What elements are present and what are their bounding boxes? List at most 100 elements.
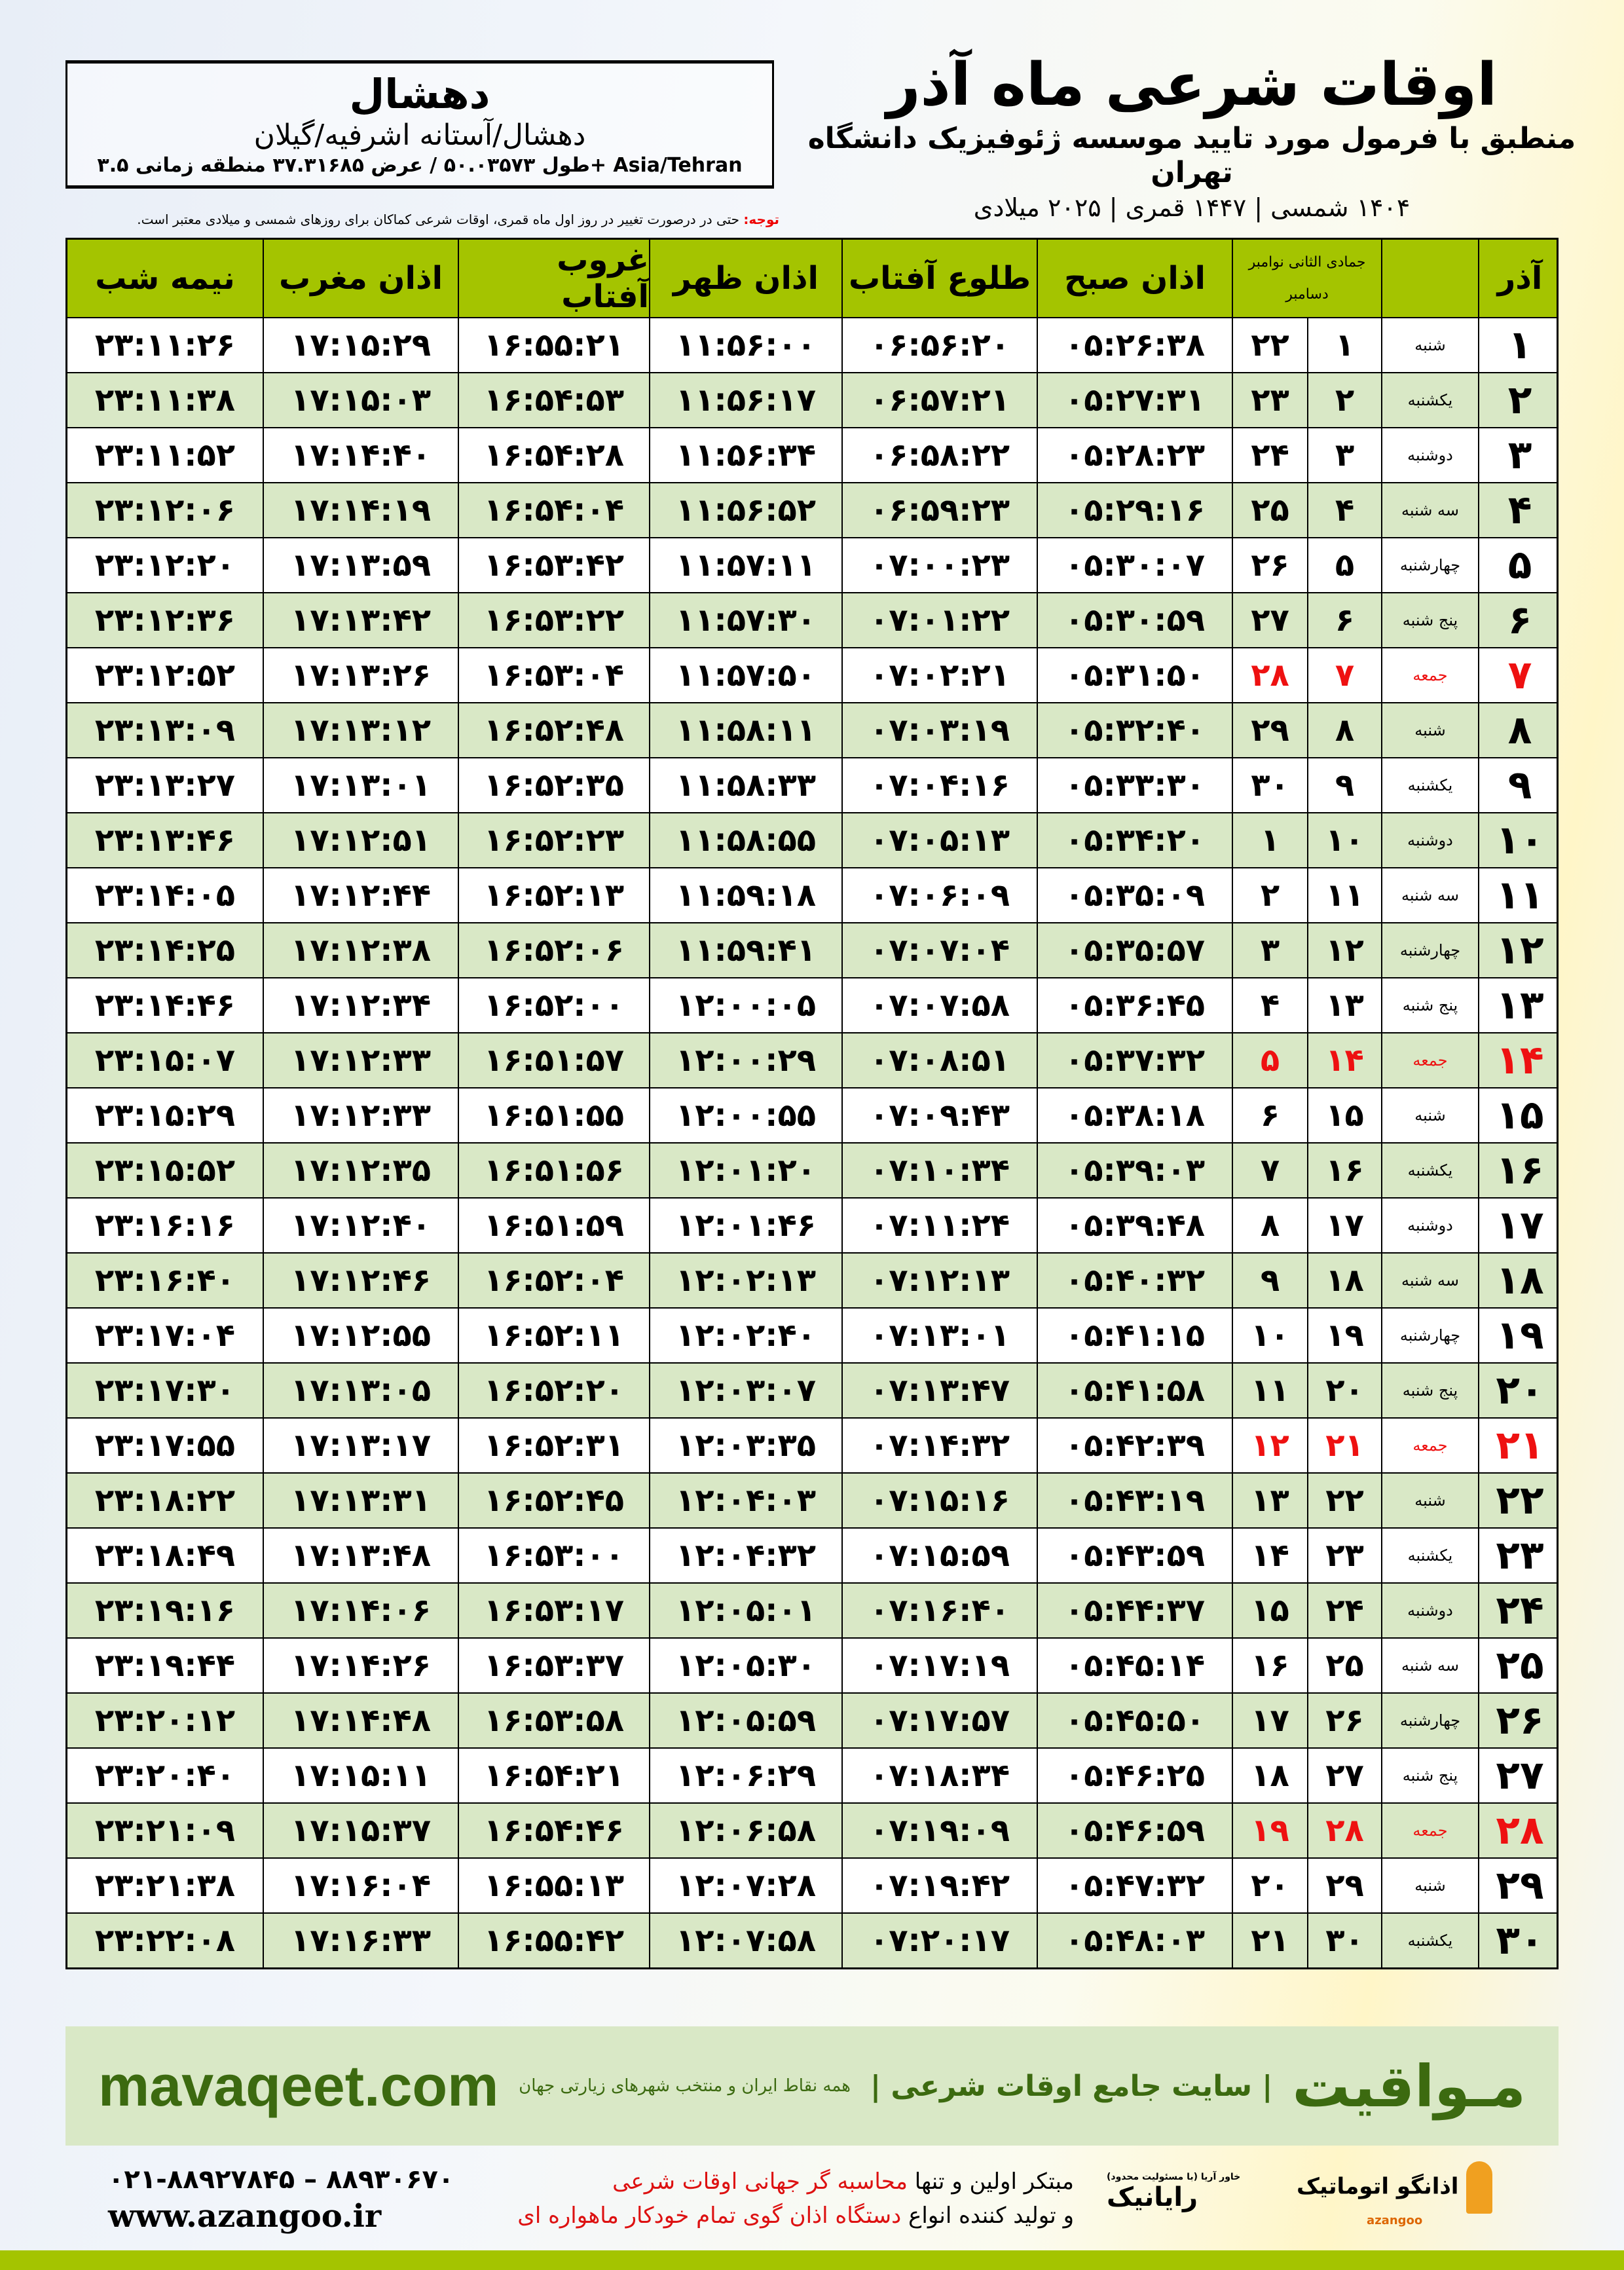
cell-sunset: ۱۶:۵۳:۱۷ xyxy=(458,1584,649,1637)
cell-azar-day: ۱۸ xyxy=(1478,1254,1560,1307)
cell-dhuhr: ۱۲:۰۰:۰۵ xyxy=(649,978,841,1032)
cell-sunset: ۱۶:۵۳:۲۲ xyxy=(458,593,649,647)
cell-dec-day: ۳۰ xyxy=(1232,758,1307,812)
cell-maghrib: ۱۷:۱۲:۳۴ xyxy=(263,978,458,1032)
cell-hijri-day: ۱۳ xyxy=(1307,978,1381,1032)
cell-hijri-day: ۲۳ xyxy=(1307,1529,1381,1582)
cell-sunrise: ۰۷:۰۶:۰۹ xyxy=(841,868,1037,922)
cell-dec-day: ۲۵ xyxy=(1232,483,1307,537)
cell-sunset: ۱۶:۵۲:۲۰ xyxy=(458,1364,649,1417)
table-row: ۲۳:۱۱:۵۲ ۱۷:۱۴:۴۰ ۱۶:۵۴:۲۸ ۱۱:۵۶:۳۴ ۰۶:۵۸:۲۲… xyxy=(67,427,1557,482)
table-row: ۲۳:۱۳:۰۹ ۱۷:۱۳:۱۲ ۱۶:۵۲:۴۸ ۱۱:۵۸:۱۱ ۰۷:۰۳:۱۹… xyxy=(67,702,1557,757)
cell-hijri-day: ۱۰ xyxy=(1307,813,1381,867)
cell-dhuhr: ۱۱:۵۷:۵۰ xyxy=(649,648,841,702)
cell-hijri-day: ۴ xyxy=(1307,483,1381,537)
bottom-bar xyxy=(0,2250,1624,2270)
cell-fajr: ۰۵:۳۳:۳۰ xyxy=(1037,758,1232,812)
azangoo-url[interactable]: www.azangoo.ir xyxy=(108,2198,382,2235)
cell-fajr: ۰۵:۲۶:۳۸ xyxy=(1037,318,1232,372)
cell-midnight: ۲۳:۱۲:۳۶ xyxy=(94,602,236,639)
table-row: ۲۳:۱۶:۱۶ ۱۷:۱۲:۴۰ ۱۶:۵۱:۵۹ ۱۲:۰۱:۴۶ ۰۷:۱۱:۲۴… xyxy=(67,1197,1557,1252)
cell-dec-day: ۱۸ xyxy=(1232,1749,1307,1802)
cell-sunrise: ۰۷:۰۹:۴۳ xyxy=(841,1088,1037,1142)
cell-hijri-day: ۲۶ xyxy=(1307,1694,1381,1747)
cell-midnight: ۲۳:۱۹:۴۴ xyxy=(94,1647,236,1684)
table-row: ۲۳:۱۵:۵۲ ۱۷:۱۲:۳۵ ۱۶:۵۱:۵۶ ۱۲:۰۱:۲۰ ۰۷:۱۰:۳۴… xyxy=(67,1142,1557,1197)
cell-dec-day: ۲ xyxy=(1232,868,1307,922)
table-row: ۲۳:۱۴:۴۶ ۱۷:۱۲:۳۴ ۱۶:۵۲:۰۰ ۱۲:۰۰:۰۵ ۰۷:۰۷:۵۸… xyxy=(67,977,1557,1032)
cell-dhuhr: ۱۱:۵۶:۳۴ xyxy=(649,428,841,482)
cell-weekday: سه شنبه xyxy=(1381,483,1478,537)
cell-dhuhr: ۱۲:۰۶:۵۸ xyxy=(649,1804,841,1857)
cell-dec-day: ۲۴ xyxy=(1232,428,1307,482)
cell-weekday: سه شنبه xyxy=(1381,1254,1478,1307)
cell-dhuhr: ۱۱:۵۸:۳۳ xyxy=(649,758,841,812)
cell-dec-day: ۱۹ xyxy=(1232,1804,1307,1857)
mavaqeet-banner: mavaqeet.com همه نقاط ایران و منتخب شهره… xyxy=(65,2026,1559,2146)
cell-maghrib: ۱۷:۱۴:۱۹ xyxy=(263,483,458,537)
cell-azar-day: ۱۹ xyxy=(1478,1309,1560,1362)
cell-midnight: ۲۳:۱۷:۵۵ xyxy=(94,1427,236,1464)
cell-midnight: ۲۳:۱۳:۰۹ xyxy=(94,712,236,749)
cell-sunrise: ۰۷:۱۳:۴۷ xyxy=(841,1364,1037,1417)
cell-hijri-day: ۷ xyxy=(1307,648,1381,702)
cell-sunset: ۱۶:۵۴:۲۱ xyxy=(458,1749,649,1802)
cell-hijri-day: ۲۲ xyxy=(1307,1474,1381,1527)
cell-azar-day: ۲۱ xyxy=(1478,1419,1560,1472)
cell-dhuhr: ۱۱:۵۷:۱۱ xyxy=(649,538,841,592)
cell-maghrib: ۱۷:۱۴:۲۶ xyxy=(263,1639,458,1692)
cell-weekday: جمعه xyxy=(1381,1033,1478,1087)
cell-hijri-day: ۲۴ xyxy=(1307,1584,1381,1637)
cell-dhuhr: ۱۱:۵۶:۰۰ xyxy=(649,318,841,372)
header-maghrib: اذان مغرب xyxy=(263,240,458,317)
cell-dec-day: ۷ xyxy=(1232,1144,1307,1197)
cell-fajr: ۰۵:۴۰:۳۲ xyxy=(1037,1254,1232,1307)
header-fajr: اذان صبح xyxy=(1037,240,1232,317)
cell-azar-day: ۱۵ xyxy=(1478,1088,1560,1142)
cell-dhuhr: ۱۲:۰۴:۳۲ xyxy=(649,1529,841,1582)
cell-hijri-day: ۲ xyxy=(1307,373,1381,427)
cell-dec-day: ۸ xyxy=(1232,1199,1307,1252)
header-hijri: جمادی الثانی نوامبر xyxy=(1248,254,1366,270)
cell-hijri-day: ۲۸ xyxy=(1307,1804,1381,1857)
table-row: ۲۳:۲۰:۴۰ ۱۷:۱۵:۱۱ ۱۶:۵۴:۲۱ ۱۲:۰۶:۲۹ ۰۷:۱۸:۳۴… xyxy=(67,1747,1557,1802)
cell-weekday: دوشنبه xyxy=(1381,1584,1478,1637)
cell-dec-day: ۲۷ xyxy=(1232,593,1307,647)
cell-midnight: ۲۳:۱۳:۲۷ xyxy=(94,767,236,804)
cell-dhuhr: ۱۲:۰۵:۰۱ xyxy=(649,1584,841,1637)
cell-fajr: ۰۵:۳۷:۳۲ xyxy=(1037,1033,1232,1087)
header-sunset: غروب آفتاب xyxy=(458,240,649,317)
table-row: ۲۳:۱۹:۱۶ ۱۷:۱۴:۰۶ ۱۶:۵۳:۱۷ ۱۲:۰۵:۰۱ ۰۷:۱۶:۴۰… xyxy=(67,1582,1557,1637)
cell-dec-day: ۲۱ xyxy=(1232,1914,1307,1967)
cell-sunset: ۱۶:۵۲:۱۳ xyxy=(458,868,649,922)
table-row: ۲۳:۲۰:۱۲ ۱۷:۱۴:۴۸ ۱۶:۵۳:۵۸ ۱۲:۰۵:۵۹ ۰۷:۱۷:۵۷… xyxy=(67,1692,1557,1747)
cell-hijri-day: ۱۹ xyxy=(1307,1309,1381,1362)
cell-weekday: یکشنبه xyxy=(1381,1529,1478,1582)
cell-weekday: چهارشنبه xyxy=(1381,538,1478,592)
cell-maghrib: ۱۷:۱۲:۳۵ xyxy=(263,1144,458,1197)
cell-sunrise: ۰۷:۲۰:۱۷ xyxy=(841,1914,1037,1967)
cell-dhuhr: ۱۲:۰۳:۰۷ xyxy=(649,1364,841,1417)
cell-dec-day: ۱۰ xyxy=(1232,1309,1307,1362)
cell-maghrib: ۱۷:۱۳:۰۵ xyxy=(263,1364,458,1417)
table-row: ۲۳:۱۶:۴۰ ۱۷:۱۲:۴۶ ۱۶:۵۲:۰۴ ۱۲:۰۲:۱۳ ۰۷:۱۲:۱۳… xyxy=(67,1252,1557,1307)
cell-sunrise: ۰۷:۰۷:۰۴ xyxy=(841,923,1037,977)
cell-midnight: ۲۳:۱۸:۲۲ xyxy=(94,1482,236,1519)
cell-midnight: ۲۳:۱۱:۳۸ xyxy=(94,382,236,419)
cell-weekday: شنبه xyxy=(1381,1474,1478,1527)
cell-midnight: ۲۳:۱۷:۰۴ xyxy=(94,1317,236,1354)
cell-midnight: ۲۳:۱۲:۵۲ xyxy=(94,657,236,694)
cell-hijri-day: ۲۷ xyxy=(1307,1749,1381,1802)
cell-azar-day: ۲ xyxy=(1478,373,1560,427)
cell-dec-day: ۵ xyxy=(1232,1033,1307,1087)
cell-dhuhr: ۱۲:۰۰:۵۵ xyxy=(649,1088,841,1142)
cell-weekday: جمعه xyxy=(1381,1419,1478,1472)
table-row: ۲۳:۱۴:۲۵ ۱۷:۱۲:۳۸ ۱۶:۵۲:۰۶ ۱۱:۵۹:۴۱ ۰۷:۰۷:۰۴… xyxy=(67,922,1557,977)
cell-fajr: ۰۵:۴۵:۵۰ xyxy=(1037,1694,1232,1747)
cell-dec-day: ۱۱ xyxy=(1232,1364,1307,1417)
table-row: ۲۳:۲۲:۰۸ ۱۷:۱۶:۳۳ ۱۶:۵۵:۴۲ ۱۲:۰۷:۵۸ ۰۷:۲۰:۱۷… xyxy=(67,1912,1557,1967)
cell-weekday: دوشنبه xyxy=(1381,428,1478,482)
site-url[interactable]: mavaqeet.com xyxy=(98,2053,499,2118)
cell-sunrise: ۰۷:۰۵:۱۳ xyxy=(841,813,1037,867)
cell-fajr: ۰۵:۴۳:۱۹ xyxy=(1037,1474,1232,1527)
